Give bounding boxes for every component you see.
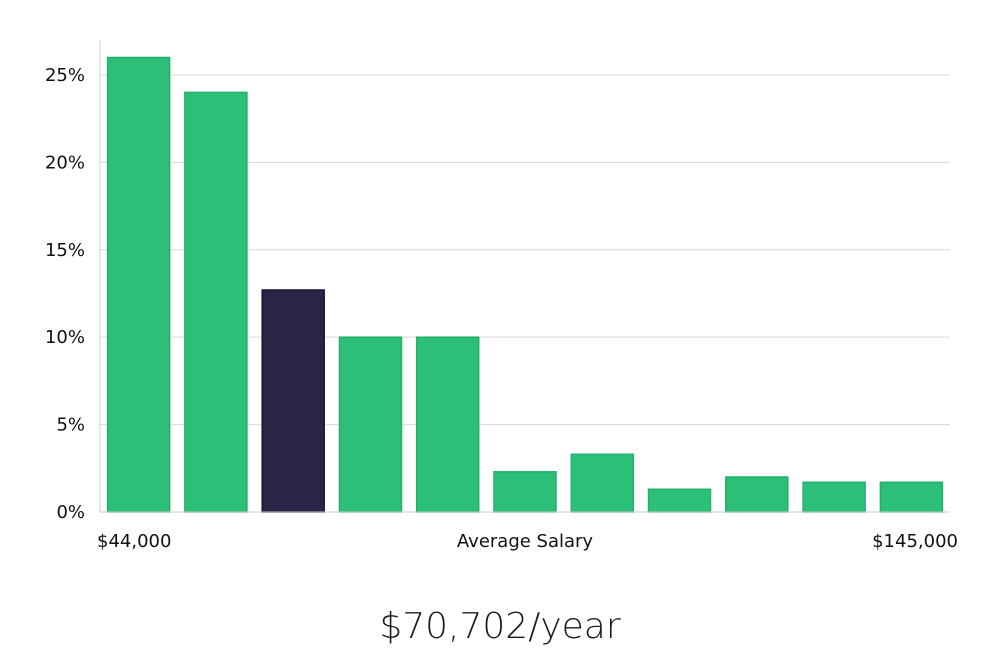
bar [725,476,789,513]
bar [802,481,866,513]
y-tick-labels: 0% 5% 10% 15% 20% 25% [45,65,85,523]
average-salary-value: $70,702/year [379,606,621,647]
bars-layer [106,56,944,513]
salary-histogram: 0%5%10%15%20%25% $44,000 Average Salary … [45,40,958,552]
x-axis-title: Average Salary [457,531,594,552]
bar [879,481,944,513]
y-tick-label: 15% [45,240,85,261]
y-tick-label: 5% [56,415,85,436]
bar [570,453,635,513]
y-tick-label: 20% [45,152,85,173]
y-tick-label: 10% [45,327,85,348]
bar-highlighted [261,289,325,513]
y-tick-label: 25% [45,65,85,86]
bar [647,488,712,513]
x-end-label: $145,000 [872,531,958,552]
bar [493,471,557,513]
bar [338,336,403,513]
y-tick-label: 0% [56,502,85,523]
x-start-label: $44,000 [97,531,171,552]
bar [106,56,171,513]
bar [184,91,248,513]
bar [415,336,480,513]
